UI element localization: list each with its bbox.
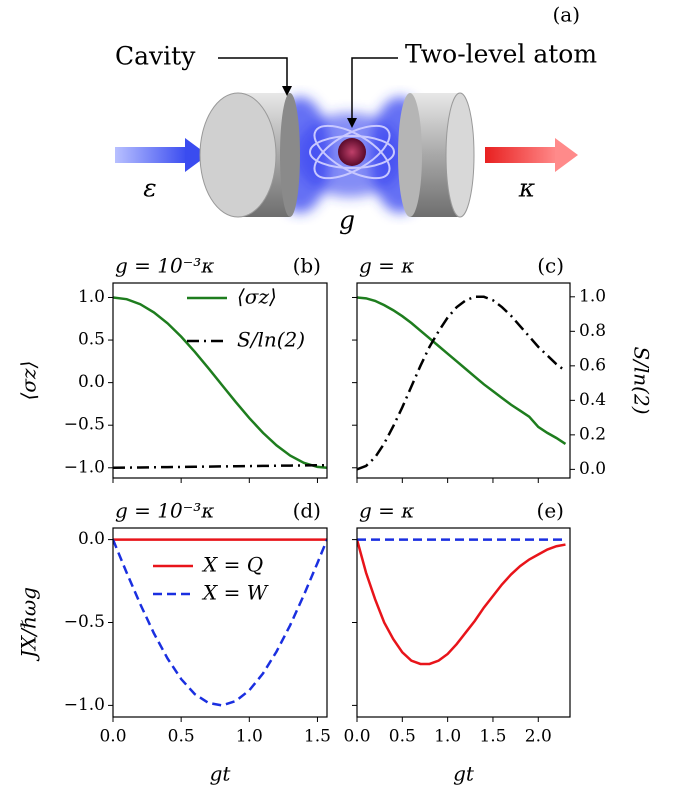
y-tick-label: 0.0 [78, 372, 105, 392]
x-tick-label: 1.5 [304, 727, 331, 747]
orbit [309, 135, 395, 169]
panel-title: g = κ [359, 254, 414, 278]
series-line [113, 539, 327, 707]
y-tick-label: −1.0 [64, 695, 105, 715]
x-tick-label: 0.5 [168, 727, 195, 747]
x-axis-label: gt [453, 762, 475, 786]
y-tick-label: −0.5 [64, 415, 105, 435]
left-mirror-face [199, 92, 277, 218]
y-tick-label: −0.5 [64, 612, 105, 632]
pointer-head [282, 86, 292, 96]
y-axis-label: JX/ℏωg [17, 587, 41, 662]
y-tick-label: 0.0 [78, 529, 105, 549]
series-line [113, 296, 327, 470]
panel-label: (d) [293, 499, 321, 523]
x-tick-label: 1.0 [434, 727, 461, 747]
y2-tick-label: 1.0 [579, 286, 606, 306]
legend-label: X = Q [201, 553, 263, 577]
y-axis-label: ⟨σz⟩ [17, 361, 41, 401]
y2-tick-label: 0.4 [579, 390, 606, 410]
right-mirror-face [445, 92, 475, 218]
legend-label: X = W [201, 581, 269, 605]
y-tick-label: 1.0 [78, 287, 105, 307]
series-line [357, 296, 567, 445]
pointer-head [347, 118, 357, 128]
axes-frame [112, 527, 328, 718]
y2-tick-label: 0.0 [579, 459, 606, 479]
y2-tick-label: 0.6 [579, 355, 606, 375]
x-tick-label: 0.0 [99, 727, 126, 747]
input-label: ε [143, 174, 156, 203]
y2-axis-label: S/ln(2) [630, 346, 654, 414]
y-tick-label: 0.5 [78, 330, 105, 350]
panel-label: (b) [293, 254, 321, 278]
panel-label: (c) [537, 254, 564, 278]
atom [338, 138, 366, 166]
panel-title: g = 10⁻³κ [115, 499, 214, 523]
axes-frame [112, 282, 328, 479]
coupling-label: g [339, 206, 355, 235]
left-mirror-back [280, 93, 300, 217]
panel-title: g = κ [359, 499, 414, 523]
axes-frame [356, 282, 571, 479]
cavity-diagram: (a) Cavity Two-level atom ε g κ [115, 3, 597, 235]
series-line [357, 539, 566, 666]
input-arrow-head [185, 138, 208, 172]
y2-tick-label: 0.2 [579, 424, 606, 444]
x-tick-label: 0.0 [343, 727, 370, 747]
panel-label: (a) [552, 3, 580, 27]
axes-frame [356, 527, 571, 718]
legend-label: ⟨σz⟩ [237, 285, 277, 309]
pointer [218, 57, 288, 88]
output-arrow-head [555, 138, 578, 172]
output-arrow [485, 147, 557, 163]
x-tick-label: 2.0 [525, 727, 552, 747]
pointer [351, 57, 398, 120]
cavity-label: Cavity [115, 42, 196, 71]
right-mirror-front [398, 93, 422, 217]
output-label: κ [518, 174, 536, 203]
series-line [113, 463, 327, 470]
y-tick-label: −1.0 [64, 457, 105, 477]
x-tick-label: 1.0 [236, 727, 263, 747]
x-tick-label: 1.5 [479, 727, 506, 747]
series-line [357, 295, 567, 471]
x-tick-label: 0.5 [389, 727, 416, 747]
panel-label: (e) [537, 499, 564, 523]
legend-label: S/ln(2) [237, 328, 305, 352]
panel-title: g = 10⁻³κ [115, 254, 214, 278]
input-arrow [115, 147, 187, 163]
atom-label: Two-level atom [405, 40, 597, 69]
y2-tick-label: 0.8 [579, 321, 606, 341]
x-axis-label: gt [210, 762, 232, 786]
